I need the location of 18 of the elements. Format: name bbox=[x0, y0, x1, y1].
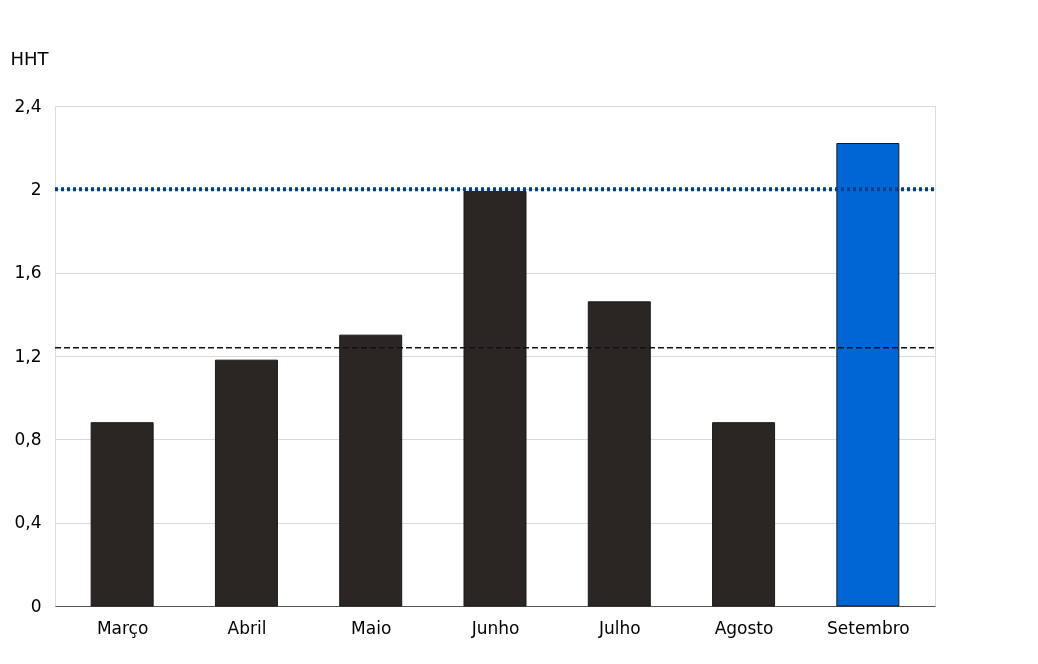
x-tick-label: Março bbox=[96, 617, 149, 638]
x-tick-label: Setembro bbox=[826, 617, 910, 638]
y-tick-label: 0,4 bbox=[14, 512, 42, 533]
bar bbox=[214, 359, 278, 607]
x-tick-label: Junho bbox=[470, 617, 520, 638]
bar bbox=[90, 422, 154, 607]
y-tick-label: 2 bbox=[30, 178, 42, 199]
y-tick-label: 1,6 bbox=[14, 262, 42, 283]
y-tick-label: 1,2 bbox=[14, 345, 42, 366]
y-tick-label: 0 bbox=[30, 595, 42, 616]
y-tick-label: 0,8 bbox=[14, 428, 42, 449]
x-tick-label: Maio bbox=[351, 617, 392, 638]
y-axis-title: HHT bbox=[10, 47, 50, 69]
x-tick-label: Agosto bbox=[714, 617, 774, 638]
x-tick-label: Julho bbox=[597, 617, 641, 638]
x-tick-label: Abril bbox=[227, 617, 267, 638]
y-tick-label: 2,4 bbox=[14, 95, 42, 116]
bar bbox=[712, 422, 776, 607]
